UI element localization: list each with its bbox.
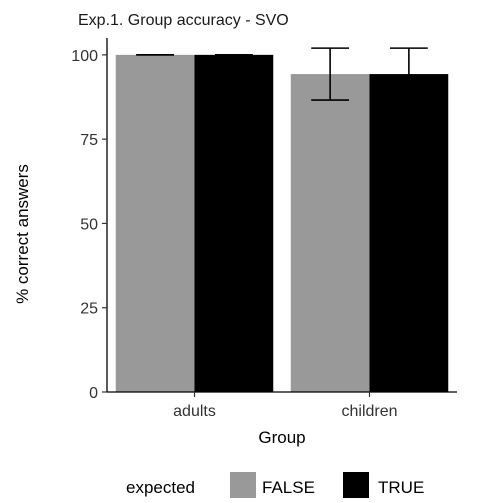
y-ticks: 0 25 50 75 100 [71,48,107,402]
legend-label-TRUE: TRUE [378,478,424,497]
bar-adults-FALSE [115,54,195,392]
y-tick-label: 25 [80,301,98,318]
x-ticks: adults children [173,392,398,420]
y-tick-label: 50 [80,216,98,233]
legend: expected FALSE TRUE [126,472,424,498]
bar-adults-TRUE [194,54,274,392]
y-tick-label: 75 [80,132,98,149]
legend-key-FALSE [230,472,256,498]
x-tick-label: children [341,403,397,420]
legend-key-TRUE [343,472,369,498]
x-tick-label: adults [173,403,216,420]
plot-area [115,47,449,393]
chart-title: Exp.1. Group accuracy - SVO [78,12,289,29]
y-axis-title: % correct answers [13,164,32,304]
legend-label-FALSE: FALSE [262,478,315,497]
legend-title: expected [126,478,195,497]
bar-children-TRUE [369,74,449,393]
y-tick-label: 0 [89,385,98,402]
x-axis-title: Group [258,428,305,447]
y-tick-label: 100 [71,48,98,65]
bar-children-FALSE [290,74,370,393]
